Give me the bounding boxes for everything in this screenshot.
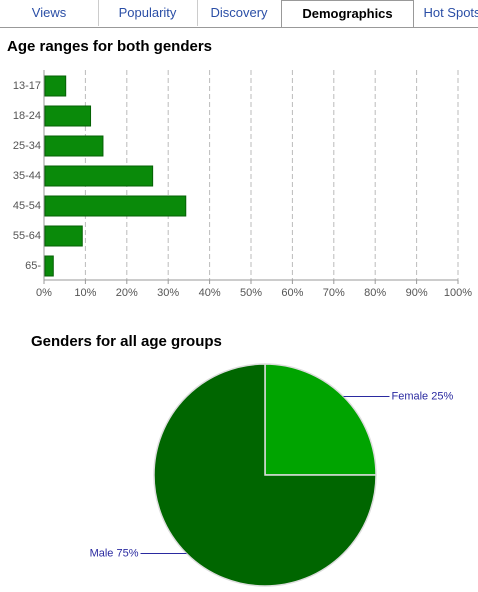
- chart-title: Genders for all age groups: [31, 333, 222, 350]
- x-tick-label: 50%: [240, 287, 262, 299]
- y-tick-label: 35-44: [13, 170, 41, 182]
- tab[interactable]: Popularity: [98, 0, 198, 26]
- x-tick-label: 80%: [364, 287, 386, 299]
- tab[interactable]: Discovery: [197, 0, 282, 26]
- y-tick-label: 45-54: [13, 200, 41, 212]
- bar: [44, 165, 154, 187]
- x-tick-label: 0%: [36, 287, 52, 299]
- x-tick-label: 100%: [444, 287, 472, 299]
- slice-label: Male 75%: [90, 547, 139, 559]
- x-tick-label: 70%: [323, 287, 345, 299]
- x-tick-label: 10%: [74, 287, 96, 299]
- pie-slice: [264, 363, 377, 476]
- x-tick-label: 60%: [281, 287, 303, 299]
- tab[interactable]: Hot Spots: [412, 0, 478, 26]
- y-tick-label: 13-17: [13, 80, 41, 92]
- x-tick-label: 20%: [116, 287, 138, 299]
- tab-bar: Views Popularity Discovery Demographics Hot …: [0, 0, 478, 28]
- bar: [44, 225, 83, 247]
- y-tick-label: 25-34: [13, 140, 41, 152]
- slice-label: Female 25%: [391, 390, 453, 402]
- x-tick-label: 30%: [157, 287, 179, 299]
- chart-title: Age ranges for both genders: [7, 38, 212, 55]
- bar: [44, 255, 54, 277]
- charts: Age ranges for both genders 0% 10% 20% 30% 40…: [7, 38, 472, 587]
- y-tick-label: 18-24: [13, 110, 41, 122]
- y-tick-label: 55-64: [13, 230, 41, 242]
- y-tick-label: 65-: [25, 260, 41, 272]
- bar: [44, 135, 104, 157]
- x-tick-label: 40%: [199, 287, 221, 299]
- x-tick-label: 90%: [406, 287, 428, 299]
- bar: [44, 195, 187, 217]
- tab[interactable]: Demographics: [281, 0, 414, 27]
- bar: [44, 105, 92, 127]
- bar: [44, 75, 67, 97]
- tab[interactable]: Views: [0, 0, 99, 26]
